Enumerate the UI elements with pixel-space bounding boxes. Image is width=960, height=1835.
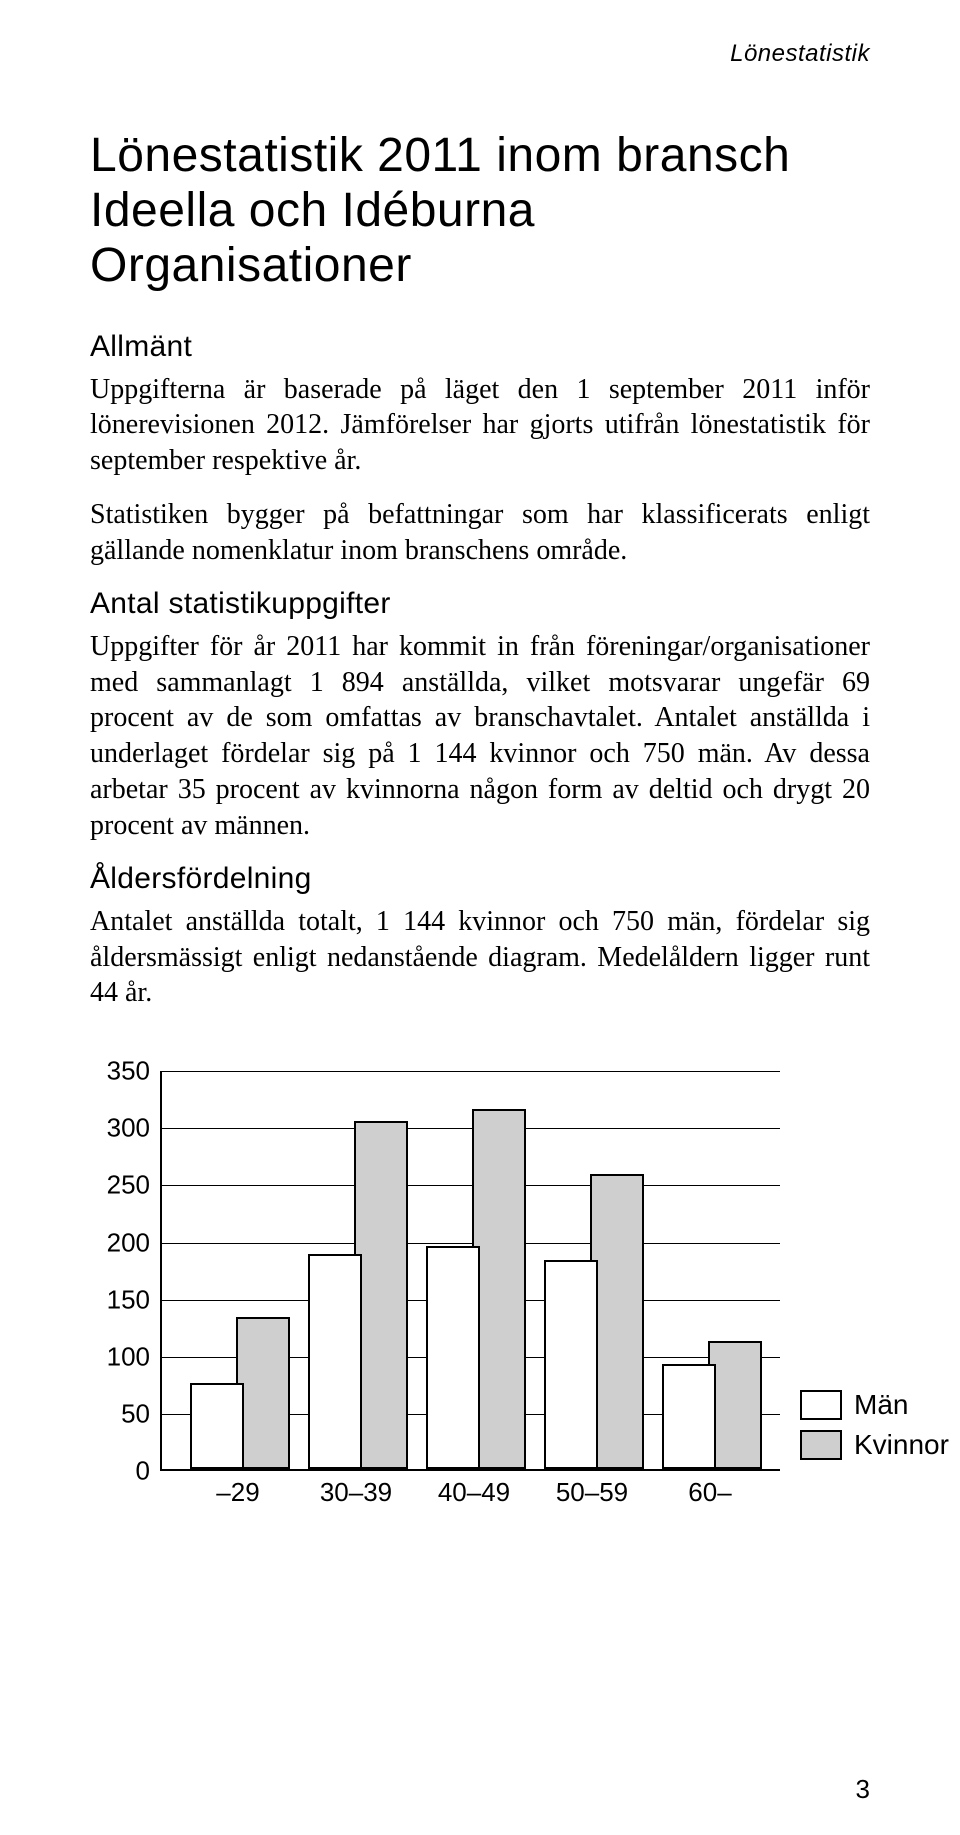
x-tick-label: 60–: [650, 1477, 770, 1508]
chart-bars: [162, 1071, 780, 1469]
legend-item-men: Män: [800, 1389, 949, 1421]
x-tick-label: 50–59: [532, 1477, 652, 1508]
bar-women: [708, 1341, 762, 1469]
age-distribution-chart: 050100150200250300350 –2930–3940–4950–59…: [90, 1071, 870, 1531]
section-heading-antal: Antal statistikuppgifter: [90, 587, 870, 621]
section-heading-allmant: Allmänt: [90, 330, 870, 364]
section-heading-alder: Åldersfördelning: [90, 862, 870, 896]
y-tick-label: 250: [90, 1170, 150, 1201]
y-axis-labels: 050100150200250300350: [90, 1071, 150, 1471]
x-tick-label: –29: [178, 1477, 298, 1508]
paragraph: Antalet anställda totalt, 1 144 kvinnor …: [90, 904, 870, 1011]
chart-legend: Män Kvinnor: [800, 1381, 949, 1461]
bar-men: [308, 1254, 362, 1469]
paragraph: Statistiken bygger på befattningar som h…: [90, 497, 870, 569]
gridline: [162, 1185, 780, 1186]
bar-men: [662, 1364, 716, 1469]
bar-women: [472, 1109, 526, 1469]
gridline: [162, 1071, 780, 1072]
chart-plot-area: [160, 1071, 780, 1471]
legend-item-women: Kvinnor: [800, 1429, 949, 1461]
running-head: Lönestatistik: [90, 40, 870, 68]
paragraph: Uppgifter för år 2011 har kommit in från…: [90, 629, 870, 844]
legend-swatch-men: [800, 1390, 842, 1420]
y-tick-label: 0: [90, 1456, 150, 1487]
legend-swatch-women: [800, 1430, 842, 1460]
bar-women: [354, 1121, 408, 1470]
y-tick-label: 50: [90, 1399, 150, 1430]
gridline: [162, 1128, 780, 1129]
x-tick-label: 30–39: [296, 1477, 416, 1508]
y-tick-label: 150: [90, 1284, 150, 1315]
bar-men: [426, 1246, 480, 1469]
legend-label-men: Män: [854, 1389, 908, 1421]
y-tick-label: 300: [90, 1113, 150, 1144]
bar-men: [190, 1383, 244, 1469]
paragraph: Uppgifterna är baserade på läget den 1 s…: [90, 372, 870, 479]
y-tick-label: 200: [90, 1227, 150, 1258]
gridline: [162, 1243, 780, 1244]
bar-women: [590, 1174, 644, 1469]
legend-label-women: Kvinnor: [854, 1429, 949, 1461]
bar-men: [544, 1260, 598, 1469]
y-tick-label: 100: [90, 1341, 150, 1372]
page-number: 3: [856, 1774, 870, 1805]
bar-women: [236, 1317, 290, 1469]
x-tick-label: 40–49: [414, 1477, 534, 1508]
y-tick-label: 350: [90, 1056, 150, 1087]
page-title: Lönestatistik 2011 inom bransch Ideella …: [90, 128, 870, 294]
